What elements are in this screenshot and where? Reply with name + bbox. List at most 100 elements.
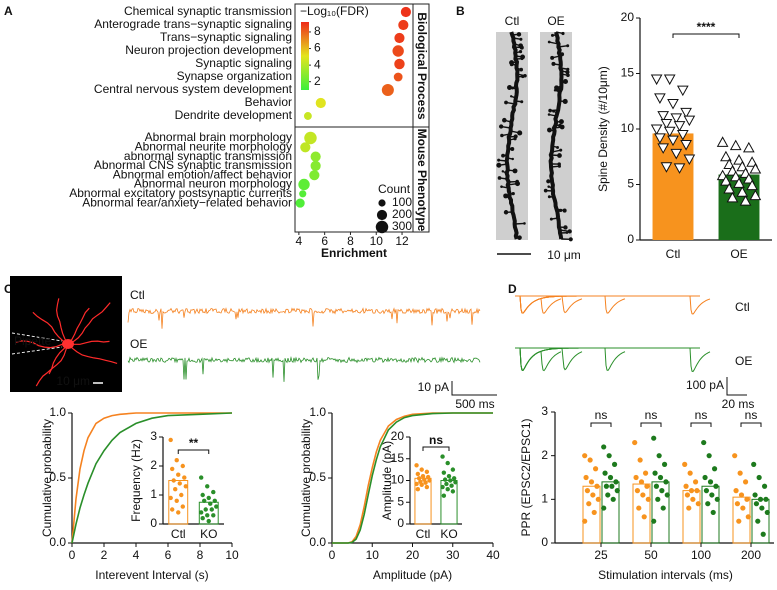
x-tick-label: 20 bbox=[406, 548, 420, 562]
epsc-trace bbox=[515, 295, 711, 315]
annotation: OE bbox=[547, 14, 564, 28]
data-point bbox=[660, 162, 673, 173]
data-point bbox=[710, 509, 716, 516]
y-tick-label: 0 bbox=[541, 535, 548, 549]
x-tick-label: 4 bbox=[133, 548, 140, 562]
data-point bbox=[663, 479, 669, 485]
data-point bbox=[661, 461, 668, 467]
data-point bbox=[182, 475, 187, 480]
data-point bbox=[179, 492, 184, 498]
data-point bbox=[582, 453, 588, 459]
data-point bbox=[657, 143, 670, 154]
data-point bbox=[208, 501, 213, 506]
data-point bbox=[764, 509, 770, 516]
x-tick-label: 8 bbox=[197, 548, 204, 562]
data-point bbox=[736, 518, 742, 524]
bar bbox=[651, 481, 670, 544]
data-point bbox=[670, 148, 683, 160]
data-point bbox=[614, 488, 620, 494]
spine-head bbox=[497, 176, 502, 180]
data-point bbox=[656, 453, 662, 459]
y-tick-label: 20 bbox=[391, 429, 405, 443]
data-point bbox=[415, 471, 421, 477]
x-tick-label: 6 bbox=[165, 548, 172, 562]
y-tick-label: 20 bbox=[621, 10, 635, 24]
data-point bbox=[705, 501, 711, 507]
spine-head bbox=[552, 109, 555, 113]
annotation: Ctl bbox=[735, 300, 750, 314]
epsc-trace bbox=[515, 347, 711, 373]
data-point bbox=[449, 483, 454, 488]
spine-head bbox=[517, 235, 522, 240]
data-point bbox=[673, 121, 686, 132]
data-point bbox=[206, 495, 211, 501]
data-point bbox=[590, 492, 596, 498]
data-point bbox=[584, 488, 591, 494]
data-point bbox=[744, 496, 750, 502]
y-tick-label: 5 bbox=[397, 494, 404, 508]
annotation: OE bbox=[735, 354, 752, 368]
data-point bbox=[634, 488, 641, 494]
term-label: Abnormal emotion/affect behavior bbox=[113, 167, 292, 181]
data-point bbox=[651, 518, 657, 524]
enrichment-dot bbox=[381, 83, 394, 97]
size-legend-dot bbox=[376, 209, 388, 221]
data-point bbox=[169, 507, 175, 512]
enrichment-dot bbox=[315, 97, 326, 109]
data-point bbox=[440, 484, 445, 490]
data-point bbox=[632, 439, 638, 446]
data-point bbox=[586, 501, 592, 507]
data-point bbox=[733, 177, 745, 188]
data-point bbox=[174, 498, 179, 503]
data-point bbox=[446, 473, 452, 479]
data-point bbox=[657, 111, 670, 122]
data-point bbox=[180, 504, 185, 509]
data-point bbox=[176, 472, 181, 477]
x-tick-label: 10 bbox=[370, 234, 384, 248]
current-trace bbox=[127, 356, 481, 382]
spine-head bbox=[520, 57, 524, 61]
spine-head bbox=[558, 119, 564, 125]
term-label: Anterograde trans−synaptic signaling bbox=[94, 17, 292, 31]
spine-head bbox=[511, 192, 515, 196]
data-point bbox=[420, 473, 426, 479]
data-point bbox=[763, 496, 769, 502]
colorbar-tick-label: 8 bbox=[314, 24, 321, 38]
data-point bbox=[740, 505, 746, 511]
data-point bbox=[746, 179, 758, 191]
x-tick-label: 10 bbox=[225, 548, 239, 562]
data-point bbox=[611, 461, 618, 467]
data-point bbox=[637, 457, 643, 463]
dendrite bbox=[548, 31, 564, 240]
data-point bbox=[198, 510, 204, 515]
spine-head bbox=[568, 237, 573, 242]
data-point bbox=[174, 458, 179, 463]
y-tick-label: 2 bbox=[541, 448, 548, 462]
data-point bbox=[211, 489, 216, 495]
x-tick-label: 100 bbox=[691, 548, 711, 562]
data-point bbox=[206, 518, 211, 524]
x-tick-label: KO bbox=[200, 527, 217, 541]
data-point bbox=[701, 439, 707, 446]
size-legend-dot bbox=[375, 220, 389, 234]
spine-head bbox=[513, 137, 517, 141]
y-tick-label: 10 bbox=[621, 121, 635, 135]
size-legend-dot bbox=[378, 199, 386, 207]
micrograph-bg bbox=[10, 276, 122, 392]
data-point bbox=[415, 487, 421, 492]
x-tick-label: 6 bbox=[321, 234, 328, 248]
spine-head bbox=[547, 113, 551, 116]
data-point bbox=[653, 483, 660, 489]
data-point bbox=[663, 126, 676, 138]
data-point bbox=[657, 474, 664, 481]
data-point bbox=[720, 175, 732, 186]
spine-head bbox=[565, 231, 569, 234]
term-label: Chemical synaptic transmission bbox=[124, 4, 292, 18]
data-point bbox=[713, 483, 719, 489]
data-point bbox=[205, 513, 210, 518]
y-tick-label: 1.0 bbox=[49, 405, 66, 419]
y-axis-label: Frequency (Hz) bbox=[129, 439, 143, 522]
data-point bbox=[676, 85, 689, 97]
x-tick-label: Ctl bbox=[416, 527, 431, 541]
data-point bbox=[419, 467, 424, 472]
